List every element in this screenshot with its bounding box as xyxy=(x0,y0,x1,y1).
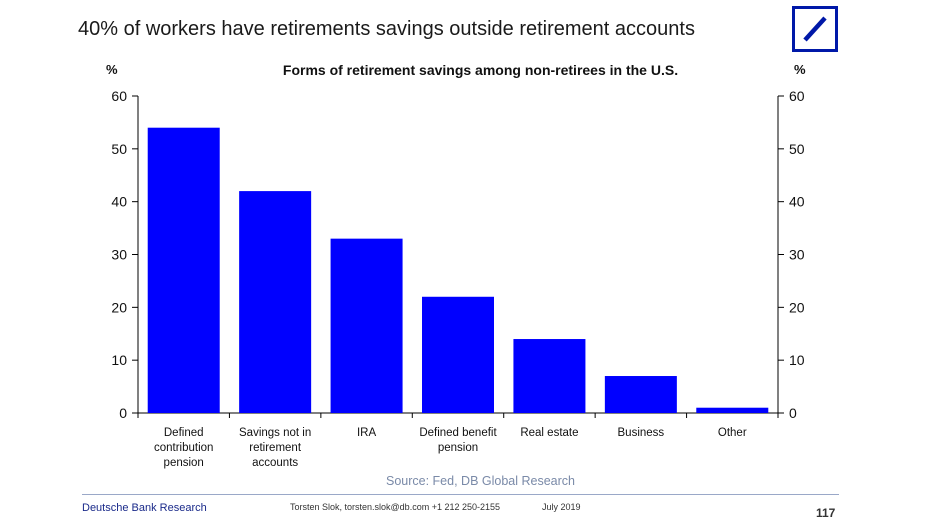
footer-divider xyxy=(82,494,839,495)
y-axis-unit-right: % xyxy=(794,62,806,77)
y-tick-label-left: 10 xyxy=(111,352,127,368)
bar xyxy=(147,127,220,413)
bar xyxy=(422,296,494,413)
x-tick-label-line: retirement xyxy=(249,442,302,454)
x-tick-label: Real estate xyxy=(501,426,597,441)
y-axis-unit-left: % xyxy=(106,62,118,77)
x-tick-label-line: contribution xyxy=(153,442,214,454)
x-tick-label: IRA xyxy=(319,426,415,441)
x-tick-label-line: IRA xyxy=(356,427,377,439)
chart-source: Source: Fed, DB Global Research xyxy=(386,474,575,488)
y-tick-label-right: 10 xyxy=(789,352,805,368)
y-tick-label-left: 20 xyxy=(111,299,127,315)
x-tick-label-line: Defined xyxy=(163,427,204,439)
x-tick-label-line: pension xyxy=(437,442,479,454)
x-tick-label-line: accounts xyxy=(252,457,299,469)
x-tick-label-line: Real estate xyxy=(520,427,579,439)
x-tick-label-line: pension xyxy=(163,457,204,469)
y-tick-label-left: 50 xyxy=(111,141,127,157)
x-tick-label-line: Defined benefit xyxy=(419,427,497,439)
bar xyxy=(239,191,312,413)
y-tick-label-left: 60 xyxy=(111,88,127,104)
y-tick-label-right: 50 xyxy=(789,141,805,157)
y-tick-label-right: 40 xyxy=(789,194,805,210)
footer-brand: Deutsche Bank Research xyxy=(82,502,207,514)
x-tick-label: Defined contribution pension xyxy=(136,426,232,471)
x-tick-label: Savings not in retirement accounts xyxy=(227,426,323,471)
x-tick-label-line: Other xyxy=(717,427,747,439)
page-number: 117 xyxy=(816,506,836,520)
y-tick-label-right: 60 xyxy=(789,88,805,104)
x-tick-label: Defined benefit pension xyxy=(410,426,506,456)
bar xyxy=(513,339,586,413)
x-tick-label-line: Savings not in xyxy=(239,427,312,439)
x-tick-label: Business xyxy=(593,426,689,441)
y-tick-label-left: 40 xyxy=(111,194,127,210)
footer-date: July 2019 xyxy=(542,502,581,512)
bar xyxy=(696,407,769,413)
bar xyxy=(604,376,677,413)
x-tick-label-line: Business xyxy=(617,427,665,439)
y-tick-label-right: 0 xyxy=(789,405,797,421)
footer-contact: Torsten Slok, torsten.slok@db.com +1 212… xyxy=(290,502,501,512)
x-tick-label: Other xyxy=(684,426,780,441)
y-tick-label-right: 20 xyxy=(789,299,805,315)
y-tick-label-left: 30 xyxy=(111,247,127,263)
y-tick-label-left: 0 xyxy=(119,405,127,421)
deutsche-bank-logo-icon xyxy=(792,6,838,52)
bar xyxy=(330,238,403,413)
chart-title: Forms of retirement savings among non-re… xyxy=(282,62,679,78)
chart-headline: 40% of workers have retirements savings … xyxy=(78,18,695,40)
y-tick-label-right: 30 xyxy=(789,247,805,263)
